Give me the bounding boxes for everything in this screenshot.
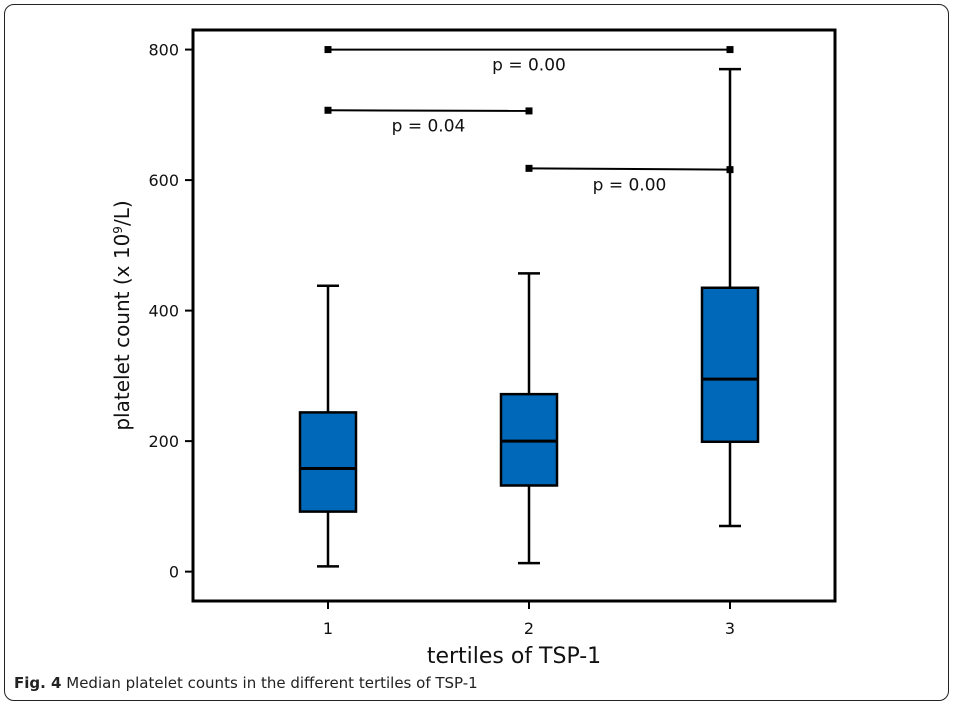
comparison-label: p = 0.00: [492, 56, 566, 76]
y-tick-label: 400: [148, 302, 179, 321]
y-tick-label: 0: [169, 563, 179, 582]
y-axis-label: platelet count (x 109/L): [110, 200, 134, 430]
plot-area: [191, 28, 837, 603]
comparison-end-left: [324, 106, 332, 114]
comparison-line: [327, 109, 530, 112]
y-tick-label: 800: [148, 41, 179, 60]
x-axis-label: tertiles of TSP-1: [427, 644, 601, 669]
figure-caption: Fig. 4 Median platelet counts in the dif…: [14, 674, 478, 692]
box-iqr: [298, 411, 358, 513]
comparison-end-right: [726, 46, 734, 54]
comparison-end-right: [525, 107, 533, 115]
x-tick-label: 2: [524, 619, 534, 638]
box-iqr: [700, 286, 760, 444]
comparison-label: p = 0.04: [392, 116, 466, 136]
y-tick-label: 200: [148, 432, 179, 451]
caption-text: Median platelet counts in the different …: [66, 674, 478, 692]
x-tick-label: 1: [323, 619, 333, 638]
caption-label: Fig. 4: [14, 674, 62, 692]
comparison-label: p = 0.00: [593, 176, 667, 196]
comparison-end-left: [324, 46, 332, 54]
comparison-end-right: [726, 166, 734, 174]
comparison-line: [528, 167, 731, 171]
y-tick-label: 600: [148, 171, 179, 190]
x-tick-label: 3: [725, 619, 735, 638]
comparison-end-left: [525, 164, 533, 172]
figure-frame: [4, 4, 949, 701]
